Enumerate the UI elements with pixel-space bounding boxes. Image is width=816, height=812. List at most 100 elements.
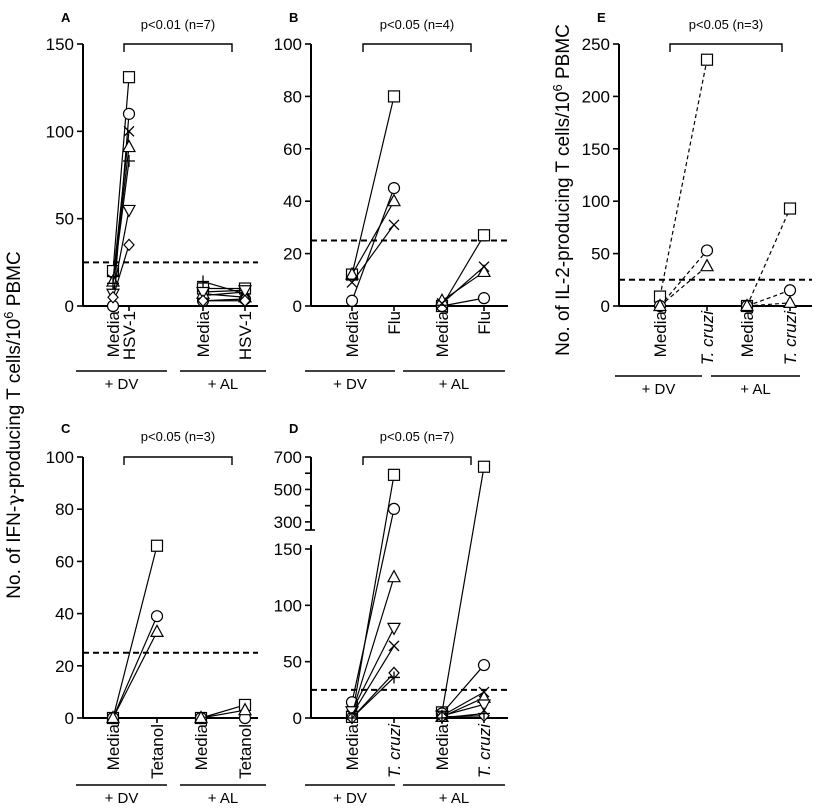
category-label: Media [192,723,211,770]
y-tick-label: 60 [283,140,302,159]
group-label: + AL [208,376,238,393]
circle-marker [700,244,714,257]
plus-marker [197,275,209,288]
group-label: + AL [208,790,238,807]
series-line [351,187,395,301]
triangle-marker [121,139,137,153]
circle-marker [122,107,136,120]
y-tick-label: 100 [274,596,302,615]
y-tick-label: 60 [55,552,74,571]
y-tick-label: 150 [274,540,302,559]
category-label: Media [651,310,670,357]
y-tick-label: 200 [582,87,610,106]
diamond-marker [123,238,135,252]
y-tick-label: 0 [65,297,74,316]
plus-marker [388,671,400,684]
category-label: T. cruzi [475,723,494,778]
significance-bracket [123,456,233,465]
y-tick-label: 100 [46,448,74,467]
plus-marker [123,155,135,168]
y-tick-label: 700 [274,448,302,467]
triangle-marker [386,193,402,207]
category-label: HSV-1 [120,311,139,360]
triangle-marker [476,264,492,278]
series-line [202,280,246,295]
y-tick-label: 100 [582,192,610,211]
p-value-label: p<0.05 (n=4) [380,17,454,32]
x-marker [478,261,490,273]
circle-marker [387,502,401,516]
series-line [351,200,395,275]
triangle-marker [652,298,668,312]
category-label: Media [433,310,452,357]
circle-marker [345,294,359,307]
y-tick-label: 150 [46,35,74,54]
category-label: Media [104,723,123,770]
series-line [351,474,395,717]
series-line [746,289,791,307]
inverted-triangle-marker [237,285,253,299]
y-tick-label: 500 [274,480,302,499]
series-line [441,466,485,713]
y-tick-label: 50 [55,210,74,229]
inverted-triangle-marker [476,699,492,713]
series-line [441,297,485,307]
x-marker [123,125,135,137]
panel-label: C [61,421,71,436]
series-line [112,631,158,719]
y-tick-label: 0 [293,297,302,316]
y-tick-label: 80 [283,87,302,106]
series-line [351,508,395,703]
series-line [441,664,485,714]
triangle-marker [237,702,253,716]
group-label: + DV [105,376,139,393]
y-tick-label: 40 [55,605,74,624]
series-line [202,293,246,298]
square-marker [387,90,401,103]
series-line [659,59,708,297]
category-label: T. cruzi [781,310,800,365]
y-tick-label: 300 [274,513,302,532]
group-label: + DV [642,381,676,398]
y-tick-label: 0 [601,297,610,316]
significance-bracket [362,43,472,52]
category-label: T. cruzi [385,723,404,778]
p-value-label: p<0.01 (n=7) [141,17,215,32]
plus-marker [346,712,358,724]
p-value-label: p<0.05 (n=3) [689,17,763,32]
series-line [441,266,485,304]
inverted-triangle-marker [121,204,137,218]
series-line [659,265,708,307]
series-line [351,576,395,714]
panel-label: A [61,10,71,25]
category-label: HSV-1 [236,311,255,360]
y-tick-label: 0 [293,709,302,728]
series-line [112,545,158,719]
significance-bracket [123,43,233,52]
y-tick-label: 150 [582,140,610,159]
series-line [441,271,485,302]
panel-d: D 0 50 100 150 300 500 700 Media T. cruzi Media T. … [274,421,508,807]
y-tick-label: 100 [46,122,74,141]
triangle-marker [193,710,209,724]
series-line [351,224,395,283]
series-line [746,302,791,307]
series-line [112,244,130,298]
group-label: + AL [439,376,469,393]
group-label: + DV [333,790,367,807]
panel-e: E 0 50 100 150 200 250 Media T. cruzi Media T. cru… [582,10,812,398]
x-marker [436,297,448,309]
category-label: Flu [385,311,404,335]
square-marker [122,71,136,84]
panel-label: E [597,10,606,25]
category-label: Media [194,310,213,357]
square-marker [783,202,797,215]
series-line [659,250,708,307]
y-tick-label: 50 [283,653,302,672]
square-marker [477,229,491,242]
ifn-ylabel: No. of IFN-γ-producing T cells/106 PBMC [1,251,25,598]
circle-marker [477,292,491,305]
y-tick-label: 50 [591,245,610,264]
square-marker [387,468,401,481]
series-line [441,234,485,307]
